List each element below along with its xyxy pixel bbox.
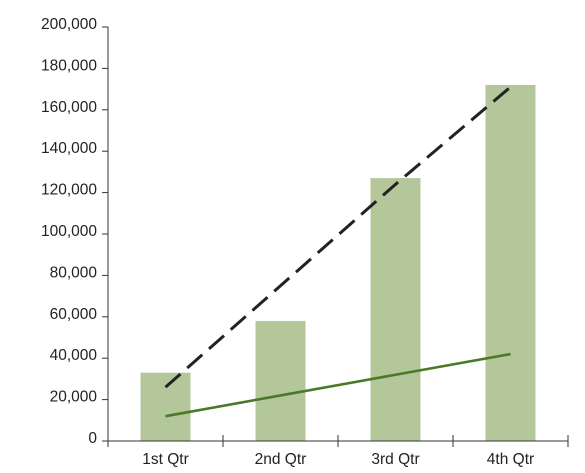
line-series — [164, 85, 512, 418]
bar — [485, 84, 536, 442]
y-tick-label: 100,000 — [41, 223, 97, 240]
y-axis-ticks: 0 20,000 40,000 60,000 80,000 100,000 120,000 1… — [41, 16, 108, 447]
y-tick-label: 60,000 — [50, 306, 98, 323]
bar — [255, 320, 306, 441]
bar — [140, 372, 191, 441]
x-tick-label: 2nd Qtr — [255, 451, 307, 468]
y-tick-label: 20,000 — [50, 389, 98, 406]
x-axis-ticks: 1st Qtr 2nd Qtr 3rd Qtr 4th Qtr — [107, 435, 569, 468]
x-tick-label: 3rd Qtr — [371, 451, 419, 468]
y-tick-label: 180,000 — [41, 57, 97, 74]
bar-series — [140, 84, 536, 442]
x-tick-label: 4th Qtr — [487, 451, 534, 468]
bar — [370, 178, 421, 442]
y-tick-label: 160,000 — [41, 99, 97, 116]
y-tick-label: 120,000 — [41, 182, 97, 199]
y-tick-label: 200,000 — [41, 16, 97, 33]
dashed-trend-line — [164, 85, 512, 389]
y-tick-label: 0 — [88, 430, 97, 447]
x-tick-label: 1st Qtr — [142, 451, 189, 468]
y-tick-label: 40,000 — [50, 347, 98, 364]
y-tick-label: 140,000 — [41, 140, 97, 157]
y-tick-label: 80,000 — [50, 264, 98, 281]
solid-trend-line — [165, 352, 511, 418]
